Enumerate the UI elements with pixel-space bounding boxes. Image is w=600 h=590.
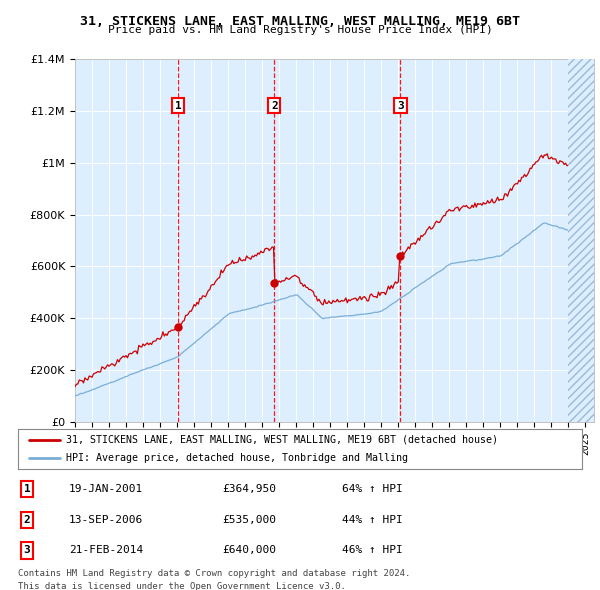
Text: 19-JAN-2001: 19-JAN-2001 xyxy=(69,484,143,494)
Text: 64% ↑ HPI: 64% ↑ HPI xyxy=(342,484,403,494)
Bar xyxy=(568,59,594,422)
Text: 2: 2 xyxy=(23,515,31,525)
Text: This data is licensed under the Open Government Licence v3.0.: This data is licensed under the Open Gov… xyxy=(18,582,346,590)
Text: £640,000: £640,000 xyxy=(222,546,276,555)
Text: £364,950: £364,950 xyxy=(222,484,276,494)
Text: 13-SEP-2006: 13-SEP-2006 xyxy=(69,515,143,525)
Text: 2: 2 xyxy=(271,101,278,111)
Text: 46% ↑ HPI: 46% ↑ HPI xyxy=(342,546,403,555)
Text: 3: 3 xyxy=(23,546,31,555)
Text: 31, STICKENS LANE, EAST MALLING, WEST MALLING, ME19 6BT: 31, STICKENS LANE, EAST MALLING, WEST MA… xyxy=(80,15,520,28)
Text: 1: 1 xyxy=(175,101,181,111)
Text: HPI: Average price, detached house, Tonbridge and Malling: HPI: Average price, detached house, Tonb… xyxy=(66,453,408,463)
Text: 21-FEB-2014: 21-FEB-2014 xyxy=(69,546,143,555)
Text: 44% ↑ HPI: 44% ↑ HPI xyxy=(342,515,403,525)
Text: Price paid vs. HM Land Registry's House Price Index (HPI): Price paid vs. HM Land Registry's House … xyxy=(107,25,493,35)
Text: £535,000: £535,000 xyxy=(222,515,276,525)
Text: 1: 1 xyxy=(23,484,31,494)
Text: 3: 3 xyxy=(397,101,404,111)
Text: 31, STICKENS LANE, EAST MALLING, WEST MALLING, ME19 6BT (detached house): 31, STICKENS LANE, EAST MALLING, WEST MA… xyxy=(66,435,498,445)
Text: Contains HM Land Registry data © Crown copyright and database right 2024.: Contains HM Land Registry data © Crown c… xyxy=(18,569,410,578)
